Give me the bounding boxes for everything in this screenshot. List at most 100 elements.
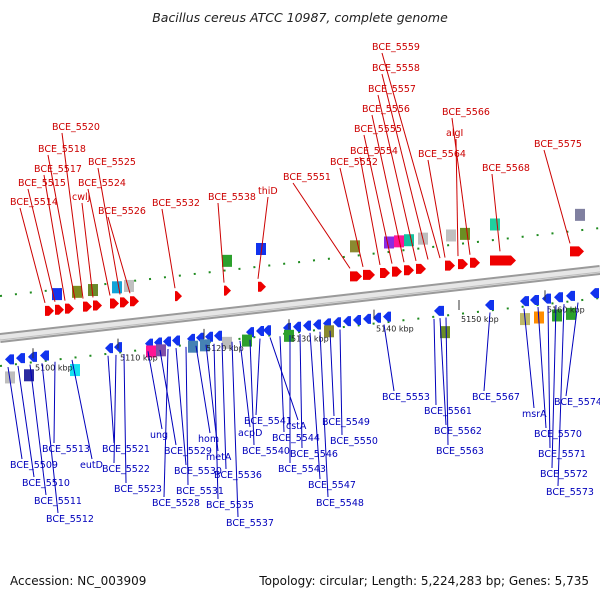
gene-feature-box bbox=[324, 325, 334, 338]
reverse-gene-leader bbox=[339, 329, 343, 436]
reverse-gene-arrow bbox=[214, 330, 222, 341]
scale-ticks: 5100 kbp 5110 kbp 5120 kbp 5130 kbp 5140 kbp… bbox=[32, 290, 585, 372]
reverse-gene-arrow bbox=[485, 300, 494, 311]
reverse-gene-label: BCE_5509 bbox=[10, 460, 58, 471]
gene-feature-box bbox=[384, 236, 394, 249]
gene-feature-box bbox=[284, 329, 294, 342]
reverse-gene-leader bbox=[537, 307, 547, 429]
reverse-gene-arrow bbox=[205, 331, 213, 342]
forward-gene-arrow bbox=[130, 296, 139, 307]
accession-text: Accession: NC_003909 bbox=[10, 574, 146, 588]
reverse-gene-leader bbox=[309, 332, 321, 480]
reverse-gene-leader bbox=[269, 337, 299, 421]
forward-gene-arrow bbox=[445, 260, 455, 271]
forward-gene-leader bbox=[339, 167, 364, 267]
forward-gene-leader bbox=[455, 138, 459, 257]
reverse-gene-arrow bbox=[434, 305, 444, 316]
reverse-gene-label: BCE_5510 bbox=[22, 478, 70, 489]
forward-gene-arrow bbox=[458, 259, 468, 270]
reverse-gene-arrow bbox=[343, 316, 351, 327]
reverse-gene-label: BCE_5540 bbox=[242, 446, 290, 457]
gene-feature-box bbox=[124, 279, 134, 292]
gene-feature-box bbox=[112, 281, 122, 294]
reverse-gene-leader bbox=[249, 339, 255, 446]
reverse-gene-arrow bbox=[520, 296, 529, 307]
reverse-gene-leader bbox=[523, 308, 535, 409]
forward-gene-label: BCE_5526 bbox=[98, 206, 146, 217]
forward-gene-leader bbox=[381, 73, 429, 260]
reverse-gene-arrow bbox=[303, 320, 311, 331]
reverse-gene-leader bbox=[483, 312, 491, 392]
forward-gene-arrow bbox=[570, 246, 584, 257]
reverse-gene-leader bbox=[29, 364, 47, 496]
forward-gene-label: BCE_5538 bbox=[208, 192, 256, 203]
reverse-gene-label: eutD bbox=[80, 460, 103, 471]
scale-tick-label: 5120 kbp bbox=[206, 344, 244, 353]
forward-gene-arrow bbox=[224, 285, 231, 296]
gene-feature-box bbox=[24, 369, 34, 382]
reverse-gene-leader bbox=[439, 318, 447, 426]
reverse-gene-label: BCE_5563 bbox=[436, 446, 484, 457]
gene-feature-box bbox=[350, 240, 360, 253]
forward-gene-leader bbox=[161, 208, 176, 289]
forward-gene-label: BCE_5566 bbox=[442, 107, 490, 118]
reverse-gene-label: BCE_5547 bbox=[308, 480, 356, 491]
reverse-gene-arrow bbox=[313, 319, 321, 330]
reverse-gene-label: BCE_5572 bbox=[540, 469, 588, 480]
gene-feature-box bbox=[222, 254, 232, 267]
forward-gene-arrow bbox=[392, 266, 402, 277]
forward-gene-leader bbox=[47, 154, 76, 300]
forward-gene-label: BCE_5559 bbox=[372, 42, 420, 53]
reverse-gene-leader bbox=[279, 336, 285, 433]
forward-gene-arrow bbox=[380, 267, 390, 278]
forward-gene-leader bbox=[363, 134, 393, 264]
reverse-gene-label: BCE_5544 bbox=[272, 433, 320, 444]
map-title: Bacillus cereus ATCC 10987, complete gen… bbox=[152, 10, 448, 25]
forward-gene-arrow bbox=[93, 300, 102, 311]
reverse-gene-leader bbox=[195, 345, 211, 434]
reverse-gene-label: ung bbox=[150, 430, 168, 441]
reverse-gene-leader bbox=[123, 353, 127, 484]
reverse-gene-label: msrA bbox=[522, 409, 547, 420]
reverse-gene-leader bbox=[17, 365, 35, 478]
gene-feature-box bbox=[188, 340, 198, 353]
forward-gene-leader bbox=[543, 149, 571, 244]
reverse-gene-label: BCE_5537 bbox=[226, 518, 274, 529]
scale-tick-label: 5100 kbp bbox=[35, 363, 73, 372]
forward-gene-label: BCE_5568 bbox=[482, 163, 530, 174]
reverse-gene-arrow bbox=[542, 293, 551, 304]
reverse-gene-label: BCE_5541 bbox=[244, 416, 292, 427]
reverse-gene-leader bbox=[175, 348, 187, 466]
forward-gene-label: algI bbox=[446, 128, 463, 139]
gene-feature-box bbox=[146, 345, 156, 358]
reverse-gene-leader bbox=[147, 351, 163, 430]
reverse-gene-arrow bbox=[554, 292, 563, 303]
reverse-gene-label: BCE_5511 bbox=[34, 496, 82, 507]
reverse-gene-leader bbox=[53, 361, 56, 444]
forward-gene-label: cwlJ bbox=[72, 192, 90, 203]
reverse-gene-label: BCE_5513 bbox=[42, 444, 90, 455]
forward-gene-leader bbox=[292, 182, 351, 269]
forward-gene-label: BCE_5525 bbox=[88, 157, 136, 168]
forward-gene-leader bbox=[451, 117, 471, 255]
forward-gene-label: BCE_5517 bbox=[34, 164, 82, 175]
reverse-gene-leader bbox=[71, 359, 93, 460]
gene-feature-box bbox=[222, 336, 232, 349]
forward-gene-arrow bbox=[404, 265, 414, 276]
forward-gene-leader bbox=[381, 52, 441, 259]
forward-gene-label: BCE_5555 bbox=[354, 124, 402, 135]
genome-backbone bbox=[0, 265, 600, 343]
reverse-gene-arrow bbox=[5, 354, 14, 365]
reverse-gene-leader bbox=[565, 302, 579, 397]
forward-gene-label: BCE_5558 bbox=[372, 63, 420, 74]
gene-feature-box bbox=[460, 227, 470, 240]
reverse-gene-arrow bbox=[293, 321, 301, 332]
reverse-gene-label: BCE_5571 bbox=[538, 449, 586, 460]
gene-feature-box bbox=[70, 364, 80, 377]
gene-feature-box bbox=[575, 208, 585, 221]
topology-text: Topology: circular; Length: 5,224,283 bp… bbox=[258, 574, 589, 588]
forward-gene-leader bbox=[371, 114, 405, 263]
reverse-gene-label: BCE_5535 bbox=[206, 500, 254, 511]
reverse-gene-arrow bbox=[172, 335, 180, 346]
